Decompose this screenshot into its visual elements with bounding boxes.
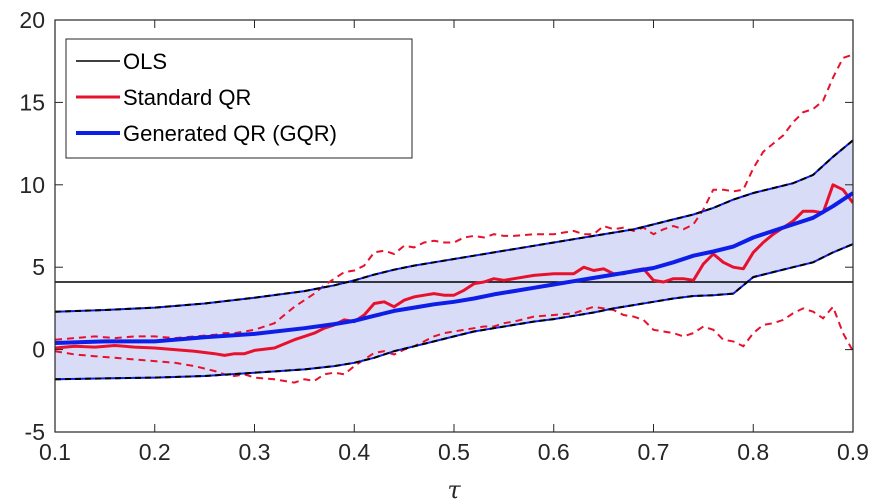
legend-label: OLS bbox=[123, 49, 167, 74]
gqr-line bbox=[55, 191, 853, 345]
plot-area bbox=[55, 53, 853, 384]
x-tick-label: 0.1 bbox=[39, 439, 71, 465]
x-tick-label: 0.7 bbox=[638, 439, 670, 465]
legend-label: Standard QR bbox=[123, 85, 251, 110]
y-tick-label: -5 bbox=[25, 419, 45, 445]
legend-label: Generated QR (GQR) bbox=[123, 121, 337, 146]
y-tick-label: 0 bbox=[32, 337, 45, 363]
x-axis-label: τ bbox=[447, 476, 461, 504]
x-tick-label: 0.9 bbox=[837, 439, 869, 465]
x-tick-label: 0.3 bbox=[239, 439, 271, 465]
legend: OLS Standard QR Generated QR (GQR) bbox=[65, 38, 413, 159]
x-tick-label: 0.8 bbox=[737, 439, 769, 465]
x-tick-label: 0.5 bbox=[438, 439, 470, 465]
y-tick-label: 15 bbox=[19, 89, 45, 115]
standard-qr-line bbox=[55, 183, 853, 357]
x-tick-label: 0.2 bbox=[139, 439, 171, 465]
x-tick-label: 0.4 bbox=[338, 439, 370, 465]
y-tick-label: 10 bbox=[19, 172, 45, 198]
legend-box bbox=[65, 38, 413, 159]
axes: 0.1 0.2 0.3 0.4 0.5 0.6 0.7 0.8 0.9 -5 0 5 10 15 20 τ bbox=[19, 7, 869, 504]
x-tick-label: 0.6 bbox=[538, 439, 570, 465]
standard-qr-lower-bound bbox=[55, 304, 853, 384]
gqr-lower-bound-dash bbox=[55, 243, 853, 381]
series-group bbox=[55, 53, 853, 384]
y-tick-label: 20 bbox=[19, 7, 45, 33]
gqr-upper-bound-dash bbox=[55, 139, 853, 313]
y-tick-label: 5 bbox=[32, 254, 45, 280]
